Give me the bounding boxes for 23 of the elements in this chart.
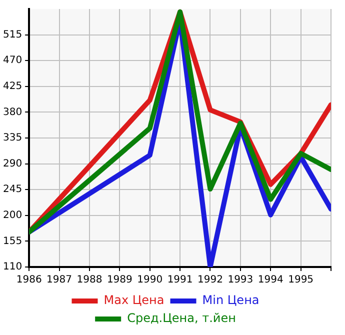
y-tick-label: 245 <box>2 184 22 196</box>
x-tick-label: 1993 <box>228 274 254 286</box>
x-tick-label: 1989 <box>106 274 132 286</box>
x-tick-label: 1992 <box>198 274 223 286</box>
y-tick-label: 425 <box>2 80 22 92</box>
y-tick-label: 470 <box>2 55 22 66</box>
legend-label: Сред.Цена, т.йен <box>127 311 236 326</box>
x-tick-label: 1991 <box>167 274 193 286</box>
y-tick-label: 155 <box>2 236 22 247</box>
y-tick-label: 110 <box>2 262 22 273</box>
x-tick-label: 1995 <box>288 274 314 286</box>
y-tick-label: 515 <box>2 29 22 40</box>
legend-label: Max Цена <box>104 293 164 308</box>
y-tick-label: 290 <box>2 158 22 170</box>
x-tick-label: 1986 <box>16 274 42 286</box>
x-tick-label: 1987 <box>46 274 72 286</box>
legend-label: Min Цена <box>202 293 260 308</box>
x-tick-label: 1990 <box>137 274 163 286</box>
y-tick-label: 200 <box>2 210 22 221</box>
y-tick-label: 380 <box>2 106 22 118</box>
x-tick-label: 1994 <box>258 274 284 286</box>
y-tick-label: 335 <box>2 132 22 144</box>
x-tick-label: 1988 <box>76 274 102 286</box>
